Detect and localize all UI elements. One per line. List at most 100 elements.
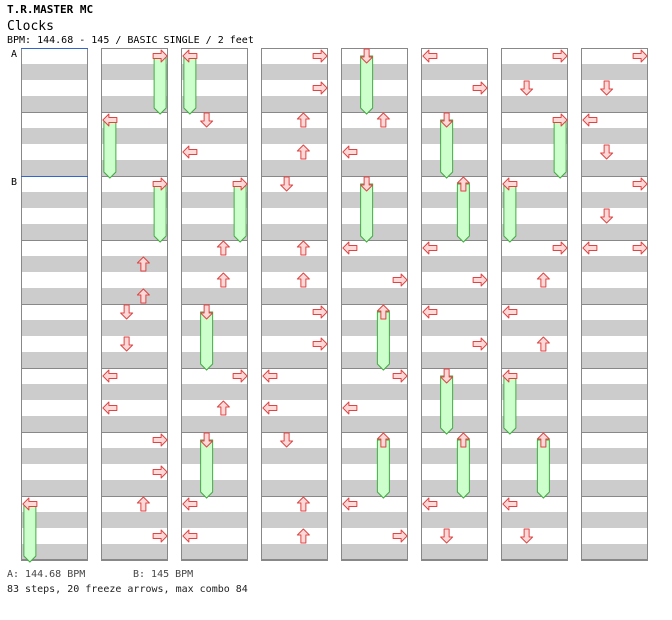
chart-columns — [21, 48, 648, 561]
arrow-head — [152, 177, 168, 191]
arrow-left — [182, 497, 198, 511]
freeze-tail — [553, 119, 567, 179]
beat-stripe — [181, 544, 248, 560]
arrow-head — [600, 144, 614, 160]
arrow-head — [120, 336, 134, 352]
freeze-arrow-up — [456, 176, 470, 243]
arrow-head — [376, 304, 390, 320]
beat-stripe — [421, 160, 488, 176]
arrow-head — [422, 305, 438, 319]
beat-stripe — [101, 480, 168, 496]
freeze-tail — [440, 375, 454, 435]
beat-stripe — [21, 544, 88, 560]
arrow-left — [182, 529, 198, 543]
arrow-left — [342, 497, 358, 511]
arrow-right — [152, 433, 168, 447]
arrow-head — [536, 336, 550, 352]
beat-stripe — [341, 288, 408, 304]
arrow-right — [232, 369, 248, 383]
arrow-left — [342, 145, 358, 159]
arrow-up — [136, 496, 150, 512]
arrow-head — [136, 288, 150, 304]
arrow-left — [342, 241, 358, 255]
beat-stripe — [581, 96, 648, 112]
freeze-tail — [456, 183, 470, 243]
beat-stripe — [101, 256, 168, 272]
arrow-left — [262, 369, 278, 383]
column-border — [181, 48, 248, 560]
arrow-head — [376, 112, 390, 128]
beat-stripe — [181, 192, 248, 208]
arrow-right — [392, 273, 408, 287]
bpm-a-legend: A: 144.68 BPM — [7, 569, 86, 580]
beat-stripe — [501, 448, 568, 464]
arrow-right — [392, 529, 408, 543]
arrow-down — [600, 208, 614, 224]
arrow-up — [536, 336, 550, 352]
freeze-arrow-down — [360, 176, 374, 243]
arrow-head — [312, 305, 328, 319]
arrow-head — [600, 208, 614, 224]
arrow-left — [582, 113, 598, 127]
bpm-b-label: B — [11, 177, 17, 188]
beat-stripe — [101, 160, 168, 176]
beat-stripe — [341, 224, 408, 240]
beat-stripe — [501, 256, 568, 272]
arrow-head — [102, 113, 118, 127]
beat-stripe — [101, 96, 168, 112]
beat-stripe — [341, 160, 408, 176]
beat-stripe — [261, 544, 328, 560]
arrow-right — [312, 305, 328, 319]
arrow-head — [600, 80, 614, 96]
beat-stripe — [181, 512, 248, 528]
arrow-down — [280, 432, 294, 448]
beat-stripe — [341, 384, 408, 400]
arrow-head — [422, 497, 438, 511]
beat-stripe — [341, 192, 408, 208]
arrow-head — [200, 304, 214, 320]
arrow-head — [262, 369, 278, 383]
beat-stripe — [581, 160, 648, 176]
beat-stripe — [421, 192, 488, 208]
arrow-head — [280, 432, 294, 448]
arrow-head — [102, 401, 118, 415]
beat-stripe — [501, 384, 568, 400]
column-background — [261, 48, 328, 560]
arrow-head — [456, 432, 470, 448]
bpm-a-label: A — [11, 49, 17, 60]
column-border — [21, 48, 88, 560]
freeze-tail — [376, 439, 390, 499]
beat-stripe — [21, 480, 88, 496]
arrow-head — [520, 80, 534, 96]
freeze-tail — [153, 55, 167, 115]
beat-stripe — [21, 352, 88, 368]
beat-stripe — [581, 448, 648, 464]
beat-stripe — [101, 192, 168, 208]
beat-stripe — [581, 320, 648, 336]
beat-stripe — [501, 64, 568, 80]
arrow-head — [262, 401, 278, 415]
arrow-down — [600, 144, 614, 160]
arrow-head — [440, 528, 454, 544]
freeze-tail — [200, 439, 214, 499]
arrow-head — [216, 240, 230, 256]
beat-stripe — [341, 448, 408, 464]
beat-stripe — [581, 288, 648, 304]
arrow-head — [216, 272, 230, 288]
arrow-left — [422, 49, 438, 63]
beat-stripe — [21, 416, 88, 432]
beat-stripe — [261, 384, 328, 400]
beat-stripe — [261, 224, 328, 240]
arrow-up — [216, 400, 230, 416]
beat-stripe — [501, 352, 568, 368]
freeze-arrow-up — [536, 432, 550, 499]
beat-stripe — [501, 416, 568, 432]
bpm-b-legend: B: 145 BPM — [133, 569, 194, 580]
arrow-right — [312, 337, 328, 351]
beat-stripe — [421, 480, 488, 496]
arrow-head — [632, 49, 648, 63]
freeze-tail — [23, 503, 37, 563]
arrow-head — [472, 337, 488, 351]
arrow-head — [342, 401, 358, 415]
beat-stripe — [341, 416, 408, 432]
